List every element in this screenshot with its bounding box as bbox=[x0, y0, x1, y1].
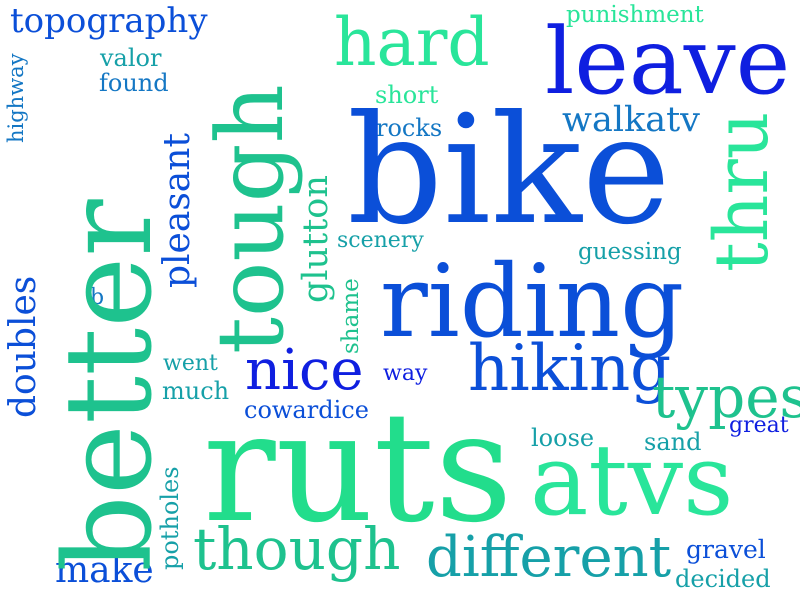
word-found: found bbox=[99, 69, 169, 97]
word-valor: valor bbox=[100, 44, 162, 72]
word-hiking: hiking bbox=[468, 332, 672, 406]
word-bike: bike bbox=[347, 84, 671, 258]
word-way: way bbox=[383, 361, 428, 386]
word-better: better bbox=[40, 199, 179, 572]
word-punishment: punishment bbox=[566, 2, 704, 28]
word-rocks: rocks bbox=[376, 114, 443, 142]
word-glutton: glutton bbox=[296, 175, 336, 303]
word-ruts: ruts bbox=[203, 379, 513, 556]
word-b: b bbox=[90, 285, 105, 310]
word-short: short bbox=[375, 81, 439, 109]
word-different: different bbox=[426, 525, 672, 590]
word-loose: loose bbox=[531, 424, 595, 452]
word-walkatv: walkatv bbox=[562, 100, 700, 140]
word-thru: thru bbox=[699, 111, 785, 272]
word-types: types bbox=[652, 363, 800, 431]
word-though: though bbox=[193, 515, 401, 583]
word-leave: leave bbox=[545, 8, 791, 115]
word-atvs: atvs bbox=[530, 424, 734, 538]
word-pleasant: pleasant bbox=[157, 133, 198, 288]
word-went: went bbox=[163, 351, 218, 376]
word-much: much bbox=[162, 377, 230, 405]
word-nice: nice bbox=[245, 338, 364, 403]
word-doubles: doubles bbox=[3, 275, 44, 418]
word-shame: shame bbox=[338, 278, 364, 354]
word-highway: highway bbox=[4, 53, 28, 143]
word-riding: riding bbox=[380, 243, 685, 360]
word-make: make bbox=[55, 550, 154, 591]
word-great: great bbox=[729, 413, 789, 438]
word-cowardice: cowardice bbox=[244, 396, 369, 424]
word-decided: decided bbox=[675, 565, 771, 593]
word-hard: hard bbox=[334, 4, 490, 81]
word-guessing: guessing bbox=[578, 239, 682, 265]
word-gravel: gravel bbox=[686, 535, 766, 564]
word-sand: sand bbox=[644, 428, 702, 456]
word-tough: tough bbox=[197, 84, 304, 354]
word-potholes: potholes bbox=[156, 466, 184, 570]
word-topography: topography bbox=[10, 1, 208, 41]
word-scenery: scenery bbox=[337, 228, 424, 253]
